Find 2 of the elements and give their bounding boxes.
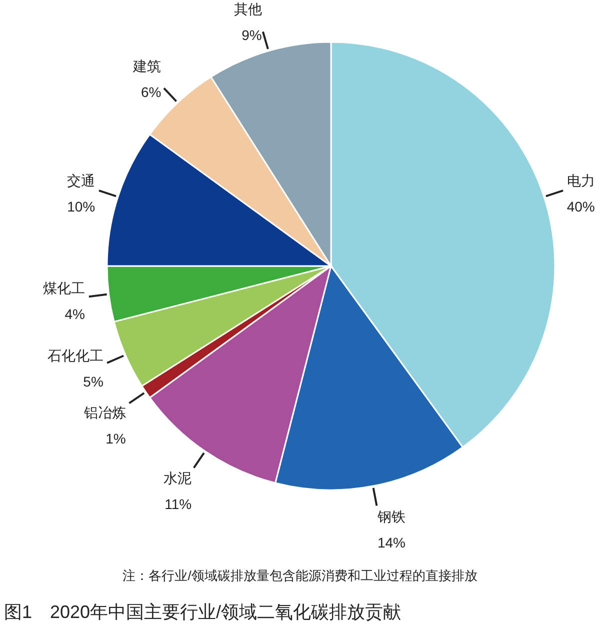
text: 注：各行业/领域碳排放量包含能源消费和工业过程的直接排放 — [122, 568, 478, 583]
text: 图1 2020年中国主要行业/领域二氧化碳排放贡献 — [4, 602, 402, 622]
